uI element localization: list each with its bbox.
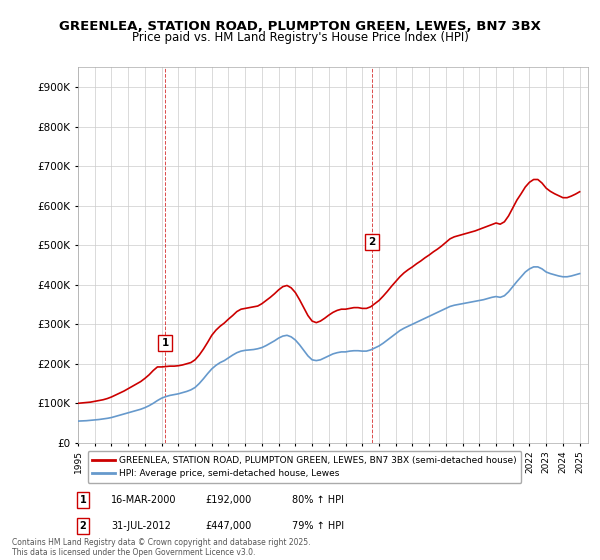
Text: 2: 2: [80, 521, 86, 531]
Text: 80% ↑ HPI: 80% ↑ HPI: [292, 494, 344, 505]
Text: 31-JUL-2012: 31-JUL-2012: [111, 521, 171, 531]
Text: Contains HM Land Registry data © Crown copyright and database right 2025.
This d: Contains HM Land Registry data © Crown c…: [12, 538, 311, 557]
Text: 1: 1: [161, 338, 169, 348]
Text: £192,000: £192,000: [205, 494, 252, 505]
Text: 16-MAR-2000: 16-MAR-2000: [111, 494, 176, 505]
Text: 1: 1: [80, 494, 86, 505]
Legend: GREENLEA, STATION ROAD, PLUMPTON GREEN, LEWES, BN7 3BX (semi-detached house), HP: GREENLEA, STATION ROAD, PLUMPTON GREEN, …: [88, 451, 521, 483]
Text: 2: 2: [368, 237, 376, 248]
Text: GREENLEA, STATION ROAD, PLUMPTON GREEN, LEWES, BN7 3BX: GREENLEA, STATION ROAD, PLUMPTON GREEN, …: [59, 20, 541, 32]
Text: £447,000: £447,000: [205, 521, 252, 531]
Text: 79% ↑ HPI: 79% ↑ HPI: [292, 521, 344, 531]
Text: Price paid vs. HM Land Registry's House Price Index (HPI): Price paid vs. HM Land Registry's House …: [131, 31, 469, 44]
